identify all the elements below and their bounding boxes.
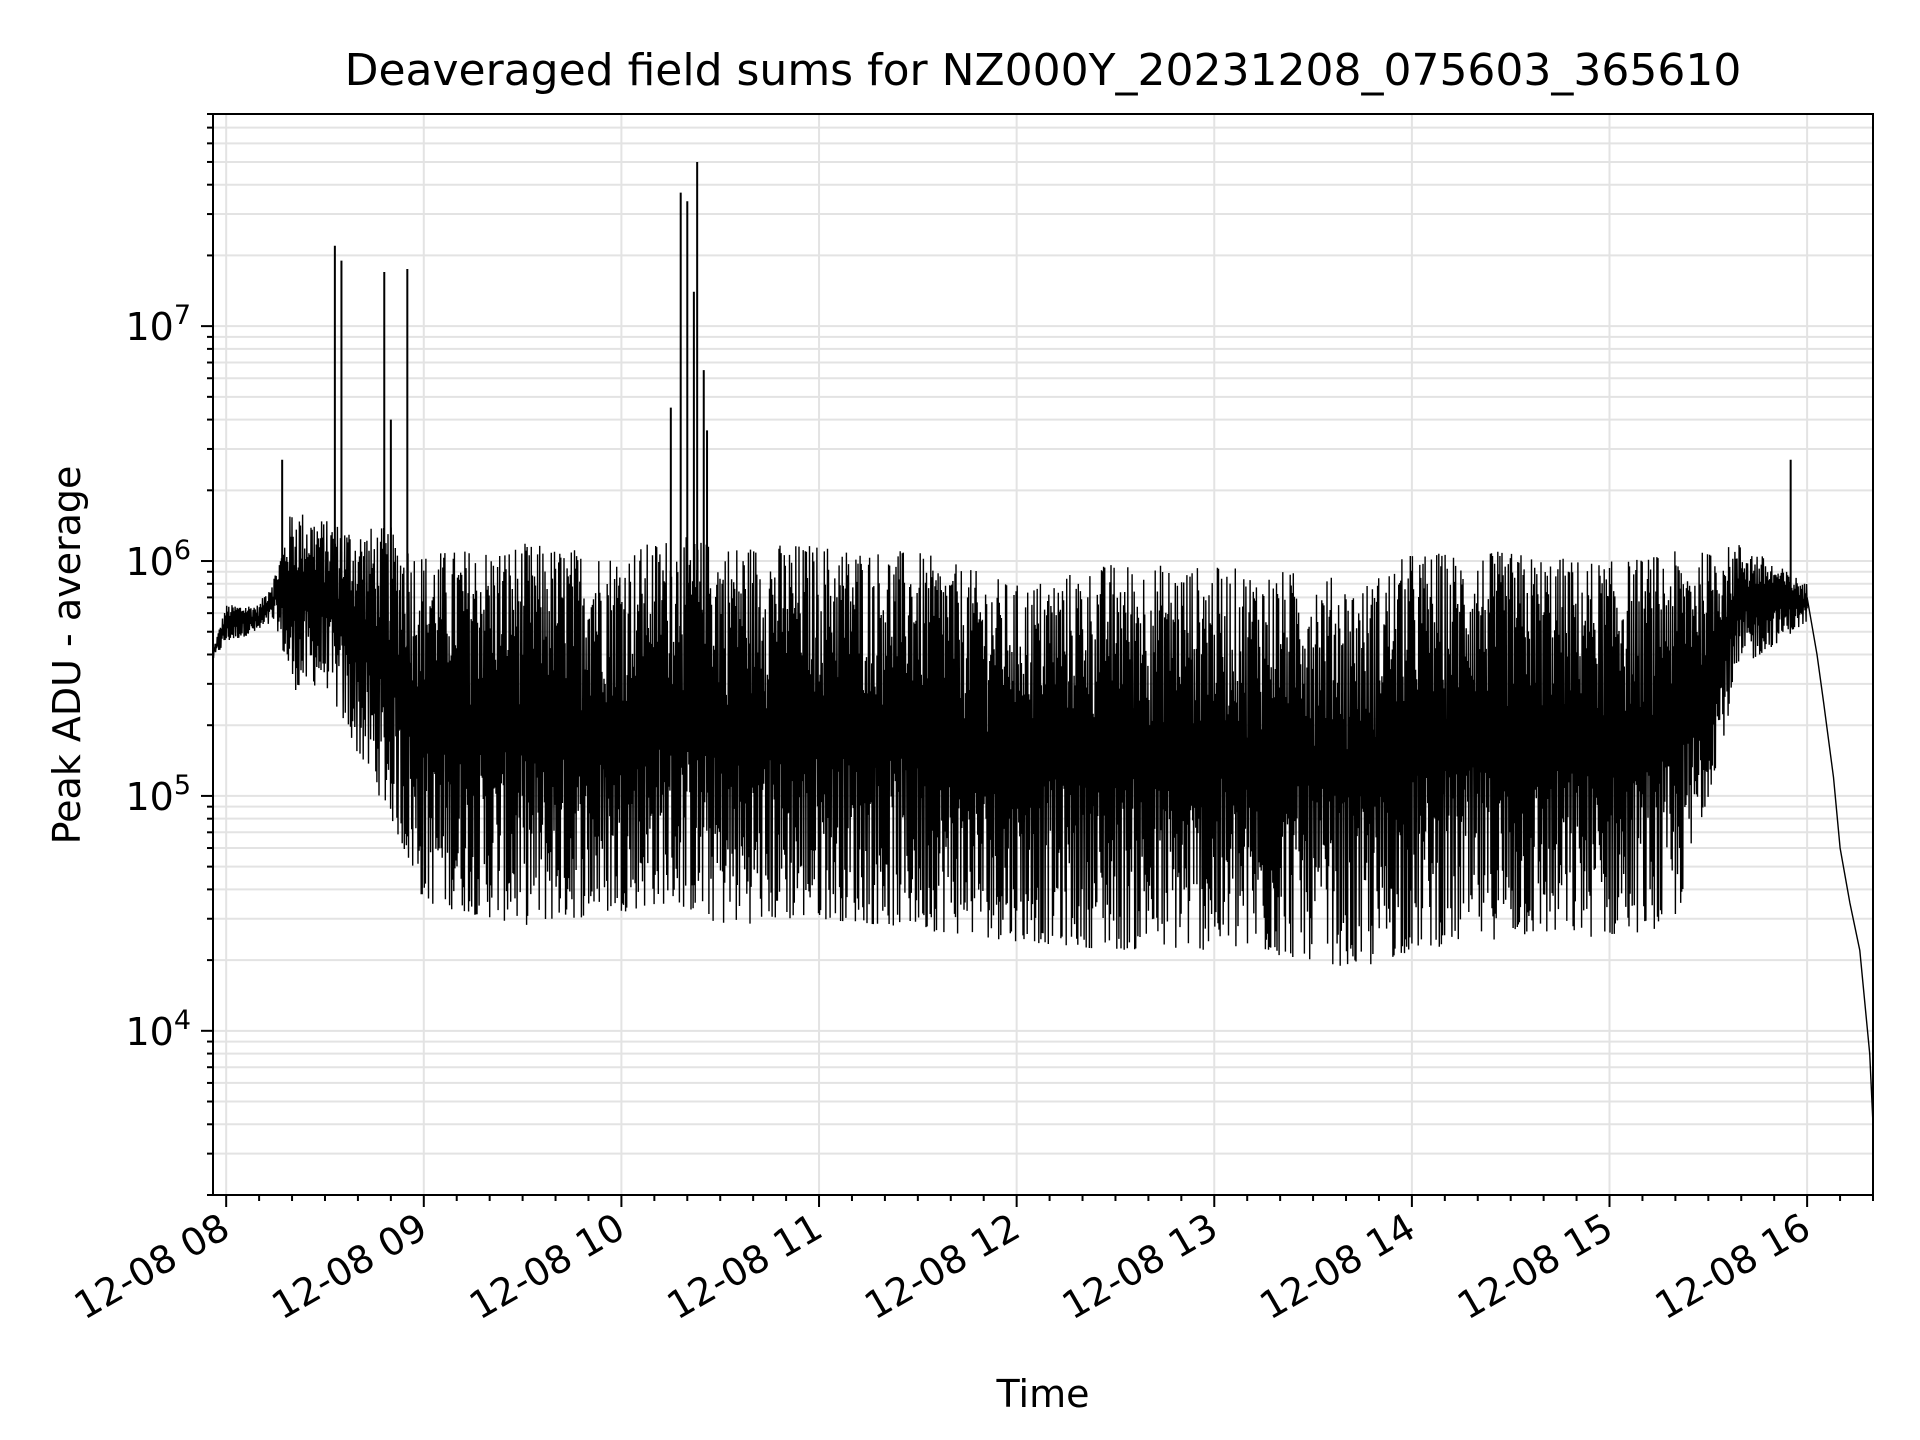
y-axis-label: Peak ADU - average — [45, 466, 89, 845]
y-tick-label: 105 — [125, 770, 191, 819]
y-tick-label: 106 — [125, 535, 191, 584]
chart-title: Deaveraged field sums for NZ000Y_2023120… — [345, 45, 1742, 96]
x-axis-label: Time — [996, 1372, 1090, 1416]
series-line — [212, 514, 1874, 1125]
y-tick-label: 107 — [125, 300, 191, 349]
y-tick-label: 104 — [125, 1005, 191, 1054]
series-layer — [212, 161, 1874, 1125]
